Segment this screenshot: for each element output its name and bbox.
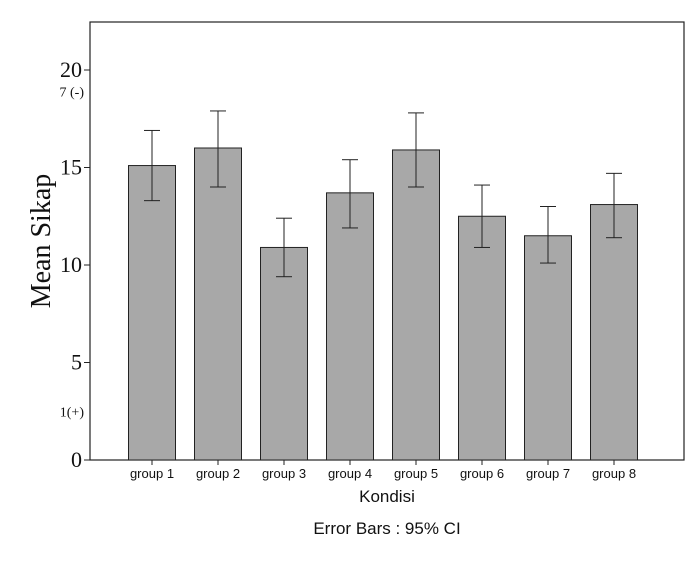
x-tick-label-3: group 3 [262, 466, 306, 481]
bar-4 [326, 192, 374, 461]
error-bar-2 [210, 110, 226, 188]
x-tick-label-2: group 2 [196, 466, 240, 481]
y-tick-label-10: 10 [60, 252, 82, 277]
error-bar-1 [144, 129, 160, 202]
y-tick-label-15: 15 [60, 155, 82, 180]
bar-6 [458, 215, 506, 461]
y-axis-label: Mean Sikap [26, 174, 57, 309]
x-tick-label-5: group 5 [394, 466, 438, 481]
x-tick-label-4: group 4 [328, 466, 372, 481]
error-bar-7 [540, 206, 556, 264]
error-bars-layer [144, 110, 622, 278]
error-bar-6 [474, 184, 490, 248]
error-bar-3 [276, 217, 292, 278]
bars-layer [128, 147, 638, 461]
x-tick-label-1: group 1 [130, 466, 174, 481]
y-tick-label-0: 0 [71, 447, 82, 472]
bar-8 [590, 204, 638, 461]
y-extra-label-1: 7 (-) [60, 85, 85, 100]
error-bar-5 [408, 112, 424, 188]
y-axis: 0 5 10 15 20 7 (-) 1(+) [60, 57, 90, 472]
bar-7 [524, 235, 572, 461]
bar-2 [194, 147, 242, 461]
error-bar-4 [342, 159, 358, 229]
y-tick-label-5: 5 [71, 350, 82, 375]
y-tick-label-20: 20 [60, 57, 82, 82]
x-tick-label-6: group 6 [460, 466, 504, 481]
x-axis-label: Kondisi [359, 487, 415, 506]
error-bar-8 [606, 172, 622, 239]
bar-3 [260, 246, 308, 461]
x-tick-label-8: group 8 [592, 466, 636, 481]
bar-5 [392, 149, 440, 461]
plot-frame [89, 21, 685, 461]
error-bars-footnote: Error Bars : 95% CI [313, 519, 460, 538]
y-extra-label-2: 1(+) [60, 405, 85, 420]
x-tick-label-7: group 7 [526, 466, 570, 481]
bar-1 [128, 165, 176, 461]
x-axis: group 1 group 2 group 3 group 4 group 5 group… [130, 460, 636, 481]
